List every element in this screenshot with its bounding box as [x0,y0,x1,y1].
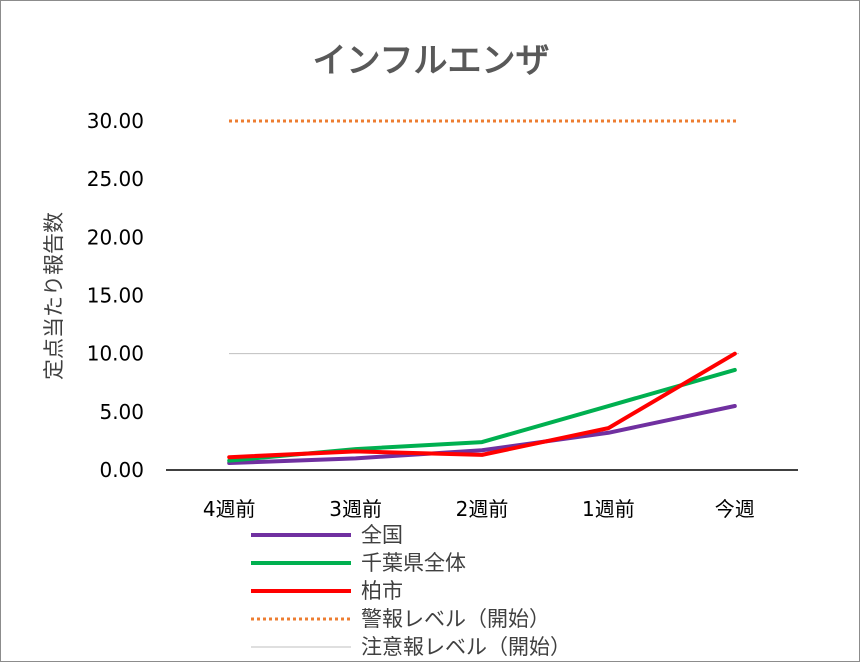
legend-label-1: 千葉県全体 [361,551,466,575]
series-line-1 [227,367,737,463]
x-ticks: 4週前 3週前 2週前 1週前 今週 [203,497,755,521]
legend-label-4: 注意報レベル（開始） [361,635,571,659]
legend-label-0: 全国 [361,523,403,547]
y-tick-label-0: 0.00 [99,458,144,482]
y-tick-label-5: 25.00 [87,167,144,191]
x-tick-label-4: 今週 [715,497,755,521]
y-tick-label-6: 30.00 [87,109,144,133]
x-tick-label-3: 1週前 [582,497,635,521]
x-tick-label-1: 3週前 [329,497,382,521]
y-tick-label-4: 20.00 [87,225,144,249]
series-lines [227,351,737,466]
reference-lines [229,119,739,355]
y-tick-label-3: 15.00 [87,284,144,308]
series-line-0 [227,404,737,466]
x-tick-label-2: 2週前 [456,497,509,521]
legend-label-3: 警報レベル（開始） [361,607,550,631]
y-ticks: 0.00 5.00 10.00 15.00 20.00 25.00 30.00 [87,109,144,482]
y-tick-label-1: 5.00 [99,400,144,424]
series-line-2 [227,351,737,460]
x-tick-label-0: 4週前 [203,497,256,521]
legend-label-2: 柏市 [361,579,403,603]
chart-title: インフルエンザ [313,41,550,81]
y-tick-label-2: 10.00 [87,342,144,366]
y-axis-label: 定点当たり報告数 [42,212,66,380]
